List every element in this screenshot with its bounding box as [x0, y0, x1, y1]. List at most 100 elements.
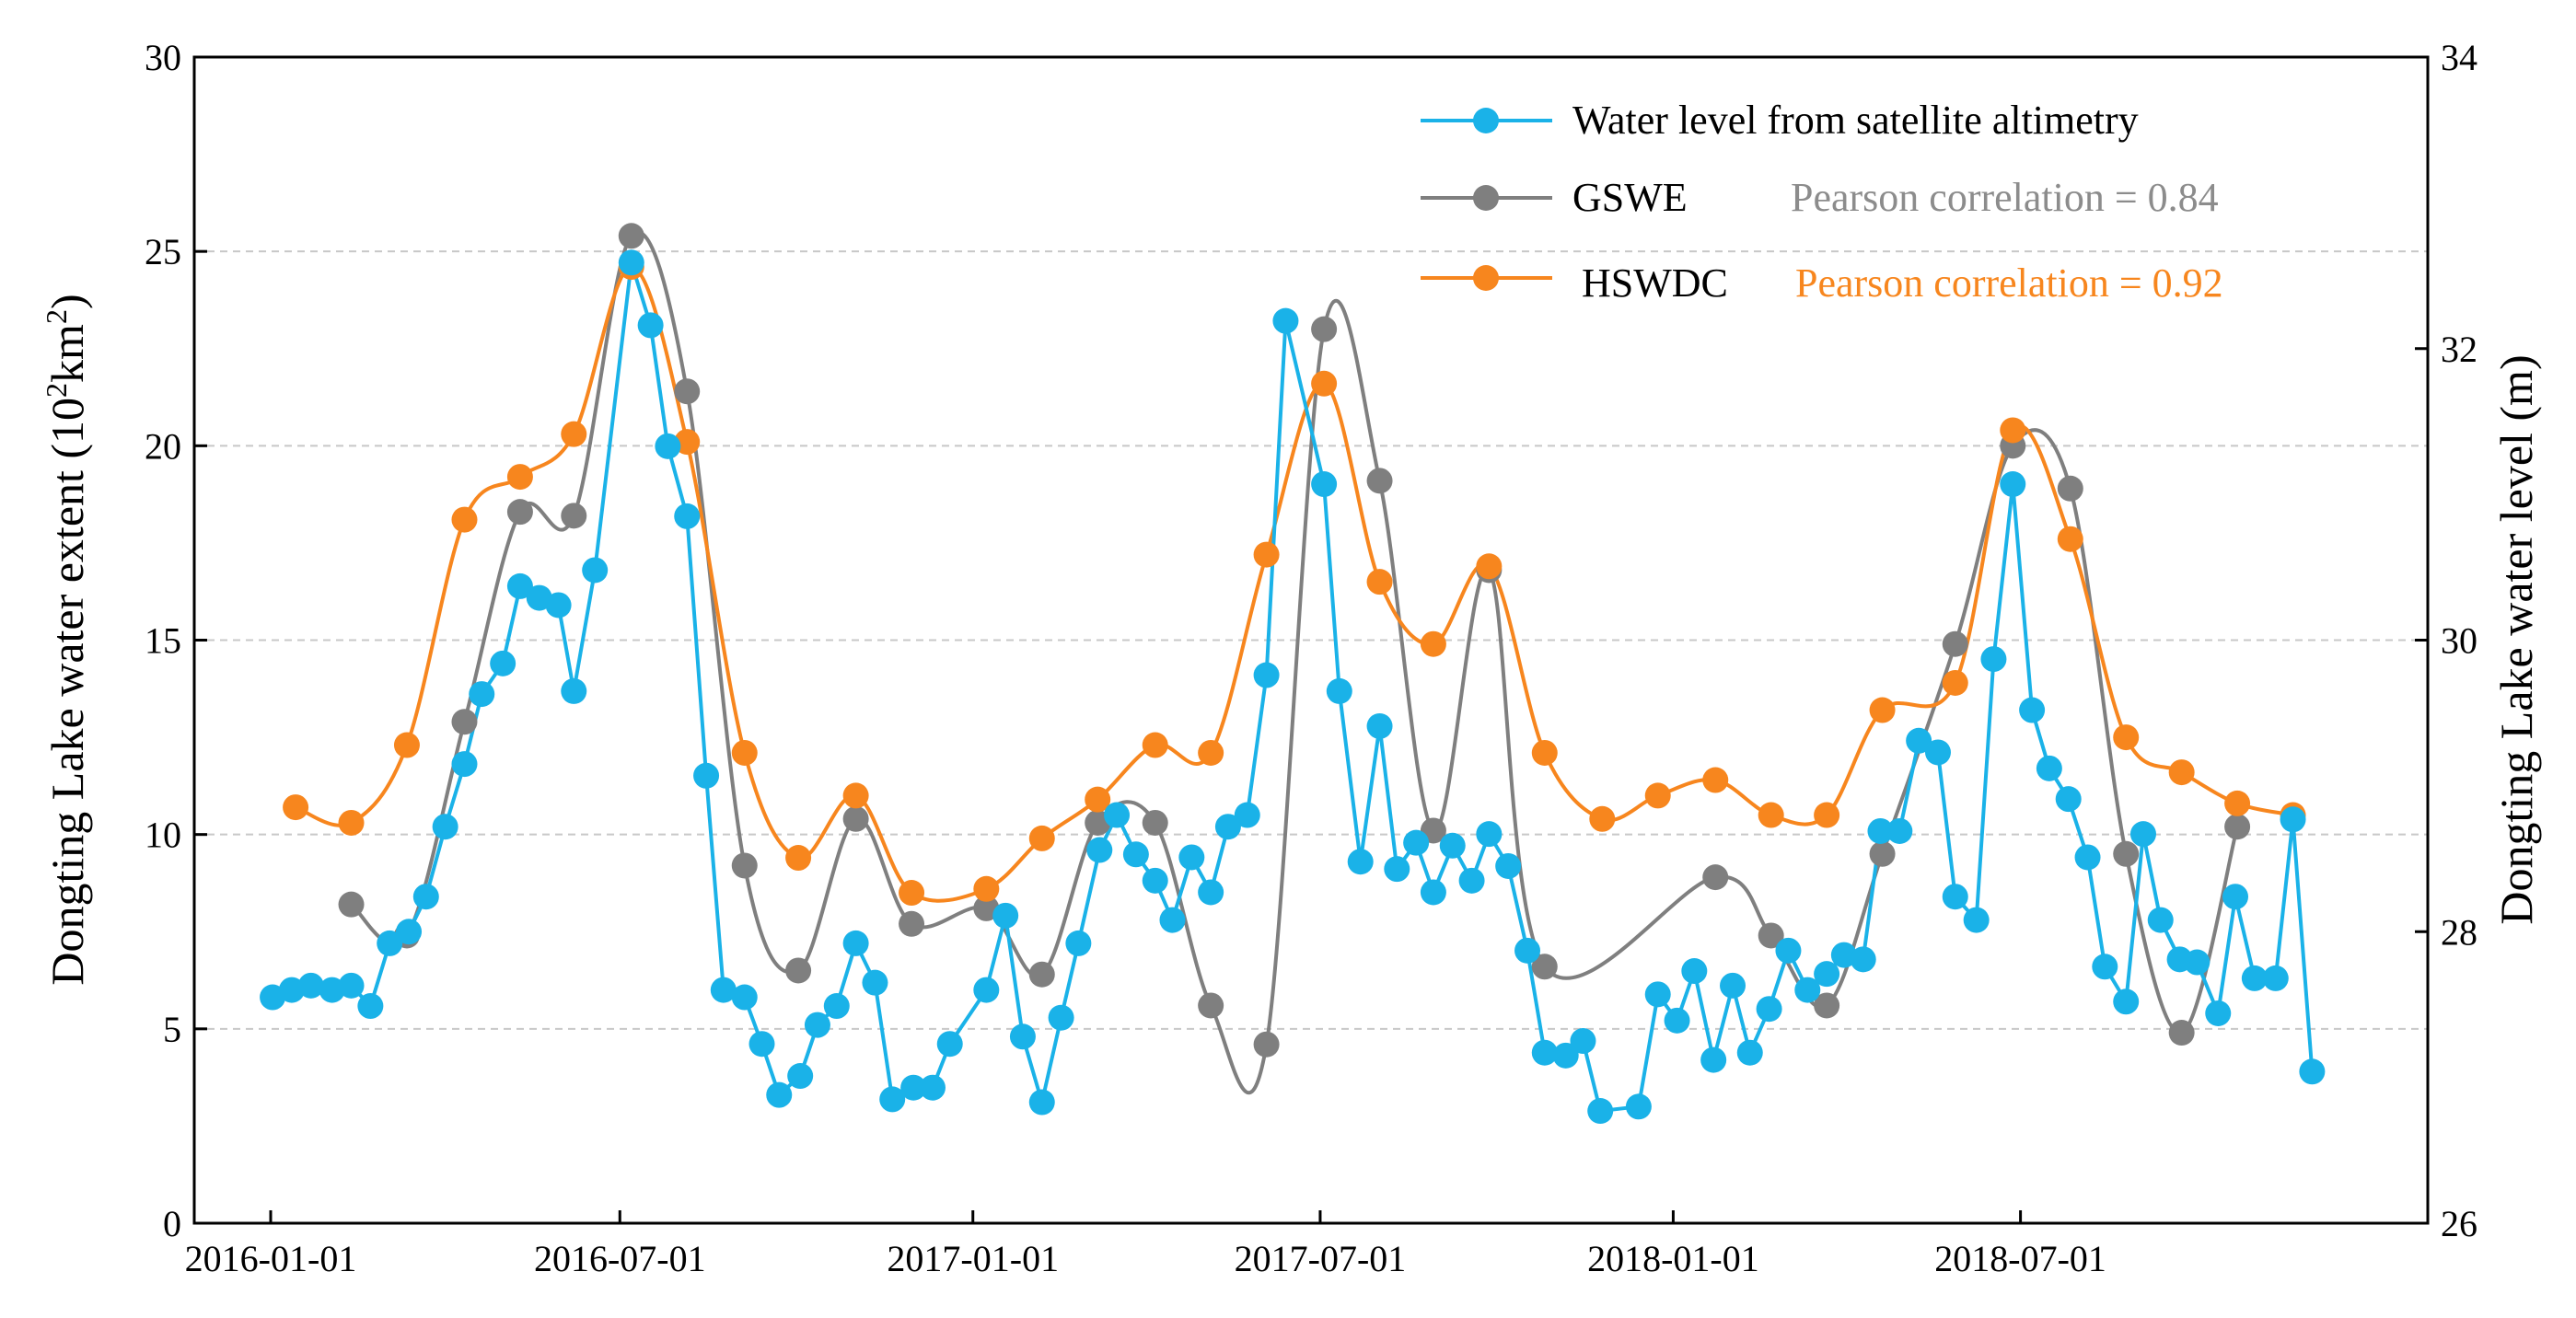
x-tick-label: 2017-07-01 [1235, 1238, 1407, 1279]
data-point-water-level-from-satellite-altimetry [1403, 829, 1430, 856]
y-right-tick-label: 30 [2441, 620, 2477, 662]
data-point-gswe [1366, 468, 1393, 494]
y-left-tick-label: 5 [163, 1009, 181, 1050]
data-point-water-level-from-satellite-altimetry [1384, 856, 1410, 883]
y-right-axis-title: Dongting Lake water level (m) [2490, 354, 2542, 924]
data-point-water-level-from-satellite-altimetry [2205, 1000, 2232, 1026]
data-point-hswdc [1311, 370, 1338, 397]
data-point-water-level-from-satellite-altimetry [637, 312, 664, 339]
data-point-hswdc [785, 845, 812, 872]
data-point-water-level-from-satellite-altimetry [1814, 961, 1840, 988]
data-point-water-level-from-satellite-altimetry [2299, 1058, 2326, 1085]
data-point-gswe [1869, 840, 1896, 867]
data-point-water-level-from-satellite-altimetry [879, 1086, 906, 1113]
data-point-gswe [1758, 922, 1784, 949]
data-point-water-level-from-satellite-altimetry [1311, 471, 1338, 498]
data-point-gswe [561, 503, 587, 529]
y-left-tick-label: 10 [145, 815, 181, 856]
data-point-hswdc [1028, 825, 1055, 851]
data-point-gswe [506, 499, 533, 526]
data-point-water-level-from-satellite-altimetry [1234, 802, 1260, 828]
data-point-water-level-from-satellite-altimetry [1159, 907, 1186, 933]
gridlines [194, 250, 2428, 1030]
data-point-water-level-from-satellite-altimetry [319, 977, 345, 1003]
data-point-water-level-from-satellite-altimetry [1850, 946, 1876, 973]
y-left-tick-label: 20 [145, 425, 181, 467]
data-point-water-level-from-satellite-altimetry [842, 930, 869, 956]
data-point-water-level-from-satellite-altimetry [674, 503, 701, 529]
axes: 0 5 10 15 20 25 30 26 28 30 32 34 2016-01-01 2016-07-… [145, 37, 2477, 1279]
data-point-water-level-from-satellite-altimetry [2092, 954, 2118, 980]
data-point-water-level-from-satellite-altimetry [1086, 837, 1113, 863]
data-point-hswdc [1198, 739, 1224, 766]
data-point-hswdc [1366, 569, 1393, 595]
data-point-water-level-from-satellite-altimetry [1272, 307, 1299, 334]
data-point-water-level-from-satellite-altimetry [2280, 806, 2306, 833]
data-point-water-level-from-satellite-altimetry [1198, 879, 1224, 906]
y-right-tick-label: 32 [2441, 329, 2477, 370]
data-point-hswdc [1589, 805, 1616, 832]
data-point-gswe [1814, 992, 1840, 1019]
data-point-hswdc [506, 464, 533, 491]
data-point-water-level-from-satellite-altimetry [693, 762, 720, 789]
hswdc-correlation-annotation: Pearson correlation = 0.92 [1795, 260, 2223, 306]
data-point-water-level-from-satellite-altimetry [1366, 712, 1393, 739]
data-point-water-level-from-satellite-altimetry [1756, 996, 1782, 1023]
data-point-gswe [785, 957, 812, 984]
series-markers [260, 223, 2326, 1125]
data-point-water-level-from-satellite-altimetry [545, 592, 572, 619]
data-point-hswdc [2057, 526, 2083, 552]
legend-marker-gswe [1473, 185, 1499, 211]
data-point-hswdc [899, 880, 925, 907]
data-point-hswdc [973, 875, 1000, 902]
data-point-water-level-from-satellite-altimetry [2262, 965, 2289, 991]
data-point-water-level-from-satellite-altimetry [1681, 958, 1708, 985]
data-point-hswdc [561, 421, 587, 447]
data-point-gswe [1311, 316, 1338, 342]
data-point-water-level-from-satellite-altimetry [1867, 817, 1894, 844]
data-point-gswe [674, 378, 701, 405]
data-point-water-level-from-satellite-altimetry [1963, 907, 1990, 933]
data-point-water-level-from-satellite-altimetry [1587, 1098, 1614, 1125]
data-point-water-level-from-satellite-altimetry [1326, 677, 1352, 704]
data-point-hswdc [1814, 802, 1840, 828]
data-point-water-level-from-satellite-altimetry [2241, 965, 2268, 991]
data-point-water-level-from-satellite-altimetry [1476, 821, 1503, 848]
data-point-hswdc [1142, 732, 1168, 758]
data-point-gswe [842, 805, 869, 832]
data-point-water-level-from-satellite-altimetry [278, 977, 305, 1003]
data-point-water-level-from-satellite-altimetry [1495, 852, 1522, 879]
data-point-water-level-from-satellite-altimetry [1531, 1039, 1558, 1066]
data-point-water-level-from-satellite-altimetry [432, 814, 458, 840]
data-point-water-level-from-satellite-altimetry [451, 751, 478, 778]
data-point-hswdc [2168, 759, 2195, 786]
data-point-hswdc [731, 739, 758, 766]
data-point-gswe [1198, 992, 1224, 1019]
data-point-water-level-from-satellite-altimetry [2184, 949, 2210, 976]
data-point-water-level-from-satellite-altimetry [618, 249, 644, 276]
data-point-water-level-from-satellite-altimetry [936, 1031, 963, 1058]
data-point-water-level-from-satellite-altimetry [1028, 1089, 1055, 1116]
data-point-gswe [451, 709, 478, 735]
x-tick-label: 2017-01-01 [887, 1238, 1059, 1279]
data-point-water-level-from-satellite-altimetry [2000, 471, 2026, 498]
y-left-tick-label: 0 [163, 1203, 181, 1244]
data-point-hswdc [283, 794, 309, 821]
data-point-water-level-from-satellite-altimetry [787, 1063, 814, 1090]
data-point-gswe [1531, 954, 1558, 980]
y-left-axis-title: Dongting Lake water extent (102km2) [40, 294, 93, 985]
x-tick-label: 2016-07-01 [534, 1238, 706, 1279]
data-point-water-level-from-satellite-altimetry [2147, 907, 2174, 933]
data-point-water-level-from-satellite-altimetry [1514, 937, 1541, 964]
data-point-water-level-from-satellite-altimetry [2019, 697, 2046, 723]
data-point-hswdc [2113, 724, 2140, 751]
data-point-water-level-from-satellite-altimetry [1104, 802, 1131, 828]
data-point-water-level-from-satellite-altimetry [1794, 977, 1821, 1003]
data-point-water-level-from-satellite-altimetry [1664, 1007, 1690, 1034]
data-point-water-level-from-satellite-altimetry [1214, 814, 1241, 840]
data-point-water-level-from-satellite-altimetry [973, 977, 1000, 1003]
data-point-hswdc [1420, 630, 1446, 657]
data-point-water-level-from-satellite-altimetry [357, 993, 384, 1020]
data-point-water-level-from-satellite-altimetry [1644, 981, 1671, 1008]
data-point-hswdc [842, 782, 869, 809]
